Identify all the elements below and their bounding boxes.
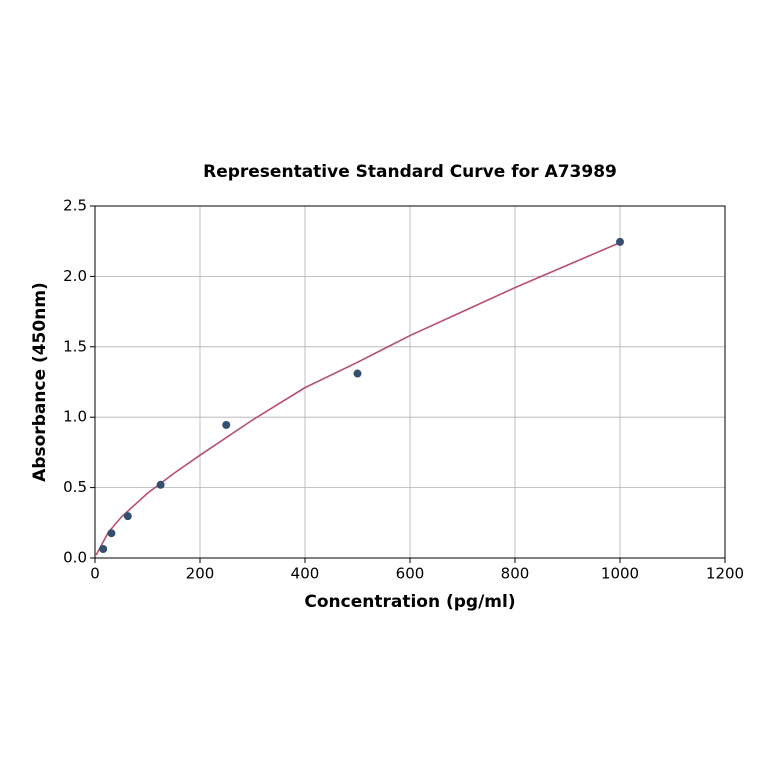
x-tick-label: 400 — [291, 565, 320, 583]
y-tick-label: 0.5 — [63, 478, 87, 496]
data-point — [616, 237, 624, 246]
y-axis-label: Absorbance (450nm) — [30, 282, 50, 482]
x-axis-label: Concentration (pg/ml) — [304, 592, 515, 612]
x-tick-label: 200 — [186, 565, 215, 583]
y-tick-label: 1.0 — [63, 408, 87, 426]
x-tick-label: 1200 — [706, 565, 744, 583]
plot-frame — [94, 205, 726, 559]
y-tick-label: 0.0 — [63, 549, 87, 567]
data-point — [222, 420, 231, 429]
data-point — [99, 544, 108, 553]
data-point — [353, 369, 362, 378]
data-point — [156, 480, 165, 489]
y-tick-label: 2.0 — [63, 267, 87, 285]
y-tick-label: 2.5 — [63, 197, 87, 215]
data-point — [123, 512, 132, 521]
x-tick-label: 800 — [501, 565, 530, 583]
chart-title: Representative Standard Curve for A73989 — [203, 162, 617, 182]
y-tick-label: 1.5 — [63, 337, 87, 355]
x-tick-label: 0 — [90, 565, 100, 583]
x-tick-label: 600 — [396, 565, 425, 583]
data-point — [107, 529, 116, 538]
x-tick-label: 1000 — [601, 565, 639, 583]
